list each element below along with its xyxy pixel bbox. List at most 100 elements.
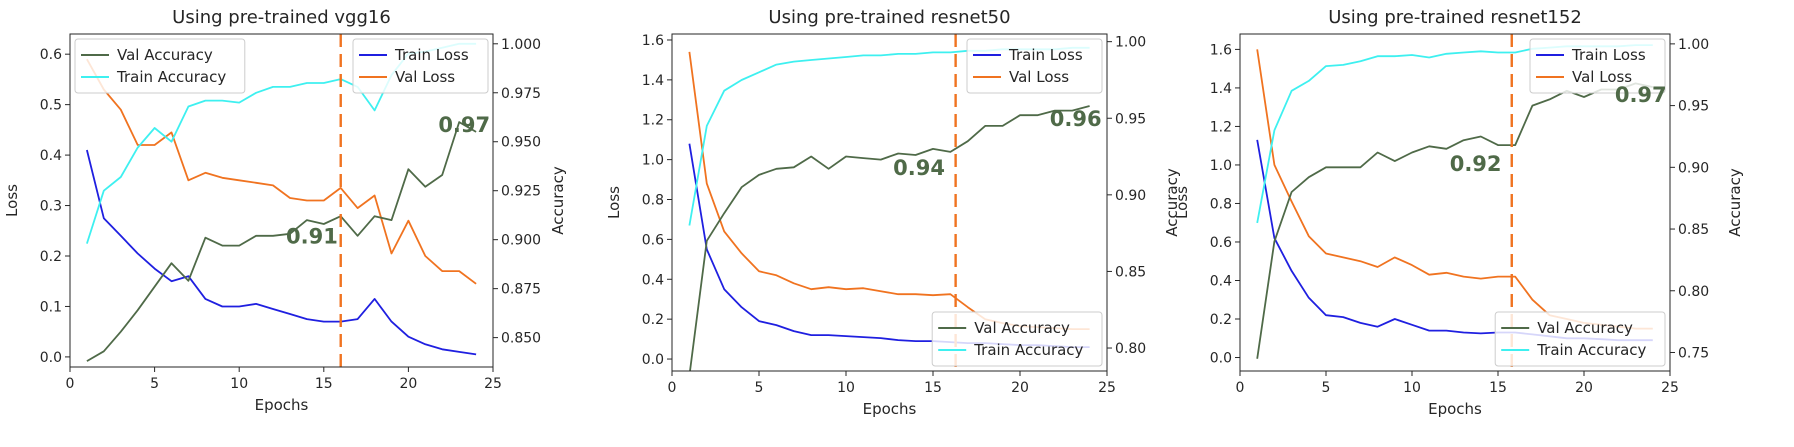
- legend-frame: [931, 311, 1103, 367]
- series-line-val-loss: [86, 58, 477, 285]
- y-tick-label: 0.0: [642, 352, 664, 368]
- y-tick-label: 1.4: [1210, 81, 1232, 97]
- y2-tick-label: 0.900: [501, 233, 541, 249]
- y-tick-label: 0.2: [40, 249, 62, 265]
- x-axis-label: Epochs: [1428, 400, 1482, 418]
- y2-tick-label: 0.90: [1678, 160, 1709, 176]
- y-tick-label: 0.6: [642, 232, 664, 248]
- y-tick-label: 0.1: [40, 299, 62, 315]
- x-tick-label: 20: [399, 376, 417, 392]
- plot-frame: [69, 33, 494, 368]
- annotation-label: 0.97: [1615, 83, 1667, 107]
- x-tick-label: 0: [66, 376, 75, 392]
- y2-tick-label: 0.85: [1678, 222, 1709, 238]
- chart-title: Using pre-trained vgg16: [172, 7, 391, 28]
- x-tick-label: 25: [484, 376, 502, 392]
- x-tick-label: 0: [668, 380, 677, 396]
- legend-label-train-accuracy: Train Accuracy: [1536, 341, 1646, 359]
- plot-frame: [671, 33, 1108, 372]
- y-tick-label: 1.0: [1210, 158, 1232, 174]
- y-tick-label: 0.8: [642, 193, 664, 209]
- y-tick-label: 0.8: [1210, 196, 1232, 212]
- y-tick-label: 0.6: [40, 47, 62, 63]
- x-tick-label: 20: [1011, 380, 1029, 396]
- x-axis-label: Epochs: [255, 396, 309, 414]
- legend-label-val-loss: Val Loss: [1009, 68, 1069, 86]
- legend-label-train-accuracy: Train Accuracy: [116, 68, 226, 86]
- legend-label-train-loss: Train Loss: [1571, 46, 1646, 64]
- x-tick-label: 10: [230, 376, 248, 392]
- y2-tick-label: 0.85: [1115, 264, 1146, 280]
- legend-label-val-accuracy: Val Accuracy: [117, 46, 213, 64]
- y2-tick-label: 0.80: [1678, 284, 1709, 300]
- y-tick-label: 1.6: [642, 33, 664, 49]
- annotation-label: 0.91: [286, 225, 338, 249]
- y-tick-label: 0.0: [40, 350, 62, 366]
- series-line-val-accuracy: [86, 121, 477, 362]
- y-tick-label: 1.2: [1210, 119, 1232, 135]
- y-tick-label: 0.2: [1210, 312, 1232, 328]
- y-axis-label: Loss: [1173, 186, 1191, 219]
- x-tick-label: 20: [1575, 380, 1593, 396]
- y-tick-label: 0.3: [40, 199, 62, 215]
- annotation-label: 0.97: [438, 113, 490, 137]
- legend: Train Loss Val Loss: [1529, 38, 1666, 94]
- y2-tick-label: 0.90: [1115, 188, 1146, 204]
- y2-tick-label: 0.875: [501, 282, 541, 298]
- annotation-label: 0.92: [1450, 152, 1502, 176]
- y-tick-label: 1.4: [642, 73, 664, 89]
- y2-tick-label: 0.80: [1115, 341, 1146, 357]
- x-tick-label: 15: [315, 376, 333, 392]
- plot-frame: [1239, 33, 1671, 372]
- y-tick-label: 0.5: [40, 98, 62, 114]
- y-tick-label: 1.2: [642, 113, 664, 129]
- legend-label-train-loss: Train Loss: [1008, 46, 1083, 64]
- x-tick-label: 10: [1403, 380, 1421, 396]
- y-tick-label: 0.4: [642, 272, 664, 288]
- y2-tick-label: 0.975: [501, 86, 541, 102]
- chart-title: Using pre-trained resnet50: [768, 7, 1010, 28]
- x-tick-label: 10: [837, 380, 855, 396]
- legend-frame: [352, 38, 489, 94]
- legend-label-val-accuracy: Val Accuracy: [974, 319, 1070, 337]
- y2-tick-label: 1.00: [1115, 35, 1146, 51]
- x-tick-label: 25: [1098, 380, 1116, 396]
- y2-tick-label: 0.95: [1678, 99, 1709, 115]
- legend: Train Loss Val Loss: [966, 38, 1103, 94]
- y-tick-label: 1.0: [642, 153, 664, 169]
- legend-label-train-loss: Train Loss: [394, 46, 469, 64]
- series-line-val-accuracy: [689, 105, 1090, 371]
- chart-panel-1: Using pre-trained vgg16 0 5 10 15 20 25 0.0 0.1 0…: [3, 7, 567, 414]
- y2-tick-label: 0.75: [1678, 345, 1709, 361]
- y-tick-label: 0.4: [1210, 273, 1232, 289]
- y-tick-label: 0.4: [40, 148, 62, 164]
- annotation-label: 0.96: [1050, 107, 1102, 131]
- chart-title: Using pre-trained resnet152: [1328, 7, 1582, 28]
- y-axis-label: Loss: [3, 184, 21, 217]
- y2-axis-label: Accuracy: [549, 166, 567, 235]
- x-tick-label: 15: [924, 380, 942, 396]
- legend-label-val-loss: Val Loss: [1572, 68, 1632, 86]
- x-tick-label: 15: [1489, 380, 1507, 396]
- y2-tick-label: 0.950: [501, 135, 541, 151]
- x-tick-label: 5: [1322, 380, 1331, 396]
- series-line-train-loss: [86, 149, 477, 356]
- series-line-val-accuracy: [1256, 82, 1653, 359]
- y2-tick-label: 0.95: [1115, 111, 1146, 127]
- legend-frame: [966, 38, 1103, 94]
- y-tick-label: 0.6: [1210, 235, 1232, 251]
- y2-tick-label: 1.00: [1678, 37, 1709, 53]
- y2-tick-label: 1.000: [501, 37, 541, 53]
- legend: Val Accuracy Train Accuracy: [1494, 311, 1666, 367]
- x-tick-label: 5: [150, 376, 159, 392]
- chart-panel-3: Using pre-trained resnet152 0 5 10 15 20 25 0.0…: [1173, 7, 1744, 418]
- y-tick-label: 0.2: [642, 312, 664, 328]
- legend-label-train-accuracy: Train Accuracy: [973, 341, 1083, 359]
- legend-frame: [1494, 311, 1666, 367]
- y-axis-label: Loss: [605, 186, 623, 219]
- legend-frame: [1529, 38, 1666, 94]
- x-axis-label: Epochs: [863, 400, 917, 418]
- y2-tick-label: 0.850: [501, 331, 541, 347]
- legend: Val Accuracy Train Accuracy: [931, 311, 1103, 367]
- legend-label-val-loss: Val Loss: [395, 68, 455, 86]
